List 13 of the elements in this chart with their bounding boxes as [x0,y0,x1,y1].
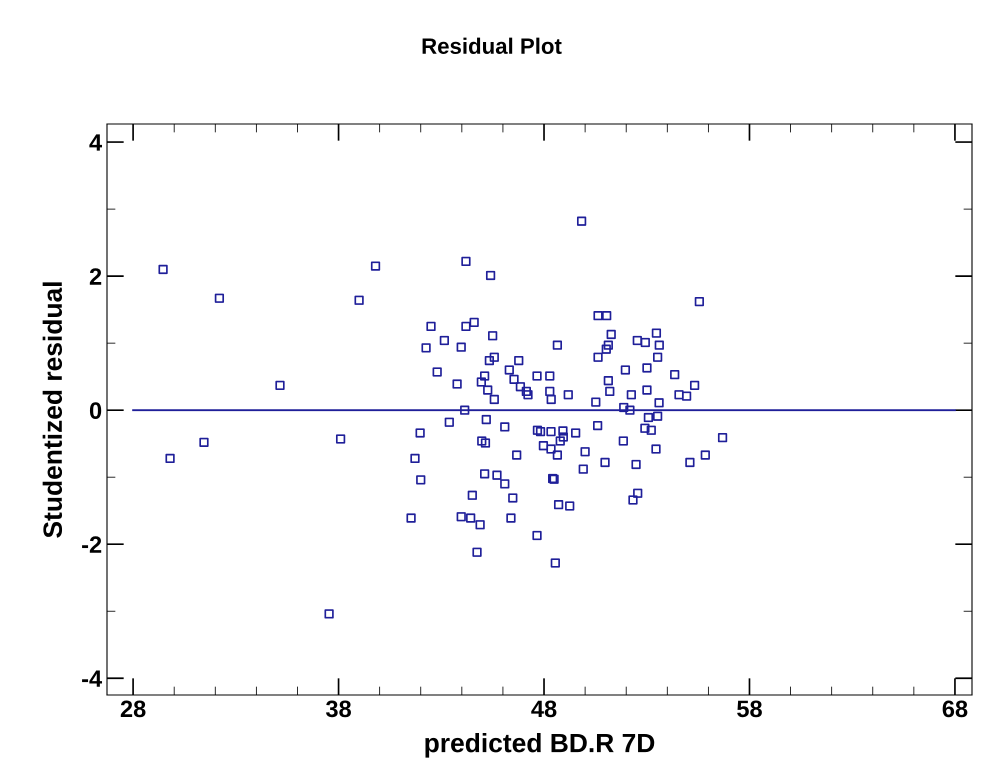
x-tick-label: 28 [120,700,146,718]
y-axis-title: Studentized residual [42,282,62,538]
y-tick-label: -2 [82,536,102,553]
x-tick-label: 68 [942,700,968,718]
x-axis-title: predicted BD.R 7D [425,732,654,758]
y-tick-label: -4 [82,670,102,687]
x-tick-label: 58 [737,700,762,718]
chart-title: Residual Plot [422,38,562,54]
x-tick-label: 38 [326,700,351,718]
y-tick-label: 0 [90,402,102,419]
y-tick-label: 2 [90,268,102,285]
x-tick-label: 48 [531,700,556,718]
y-tick-label: 4 [89,134,102,151]
